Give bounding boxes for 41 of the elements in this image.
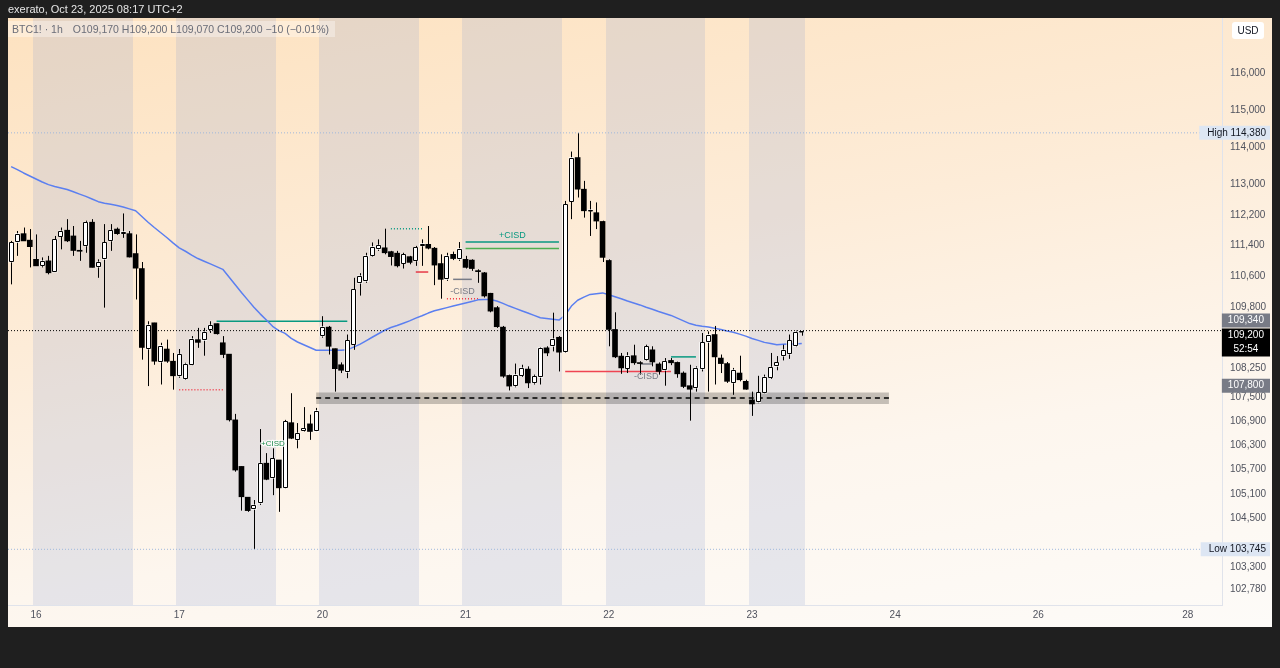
text: O109,170 H109,200 L109,070 C109,200 −10 (−0.01%) [72, 23, 330, 35]
text: 109,340 [1227, 314, 1265, 326]
text: 107,800 [1227, 379, 1265, 391]
x-tick-label: 23 [746, 608, 758, 620]
x-tick-label: 17 [173, 608, 186, 620]
candlestick [593, 201, 600, 230]
x-tick-label: 26 [1032, 608, 1045, 620]
y-tick-label: 104,500 [1230, 512, 1267, 524]
x-tick-label: 20 [316, 608, 329, 620]
y-tick-label: 102,780 [1230, 582, 1267, 594]
y-tick-label: 113,000 [1230, 178, 1266, 190]
y-tick-label: 107,500 [1230, 391, 1267, 403]
x-tick-label: 22 [603, 608, 615, 620]
y-tick-label: 108,250 [1230, 361, 1267, 373]
text: BTC1! · 1h [12, 23, 63, 35]
y-tick-label: 106,300 [1230, 439, 1267, 451]
y-tick-label: 110,600 [1230, 270, 1266, 282]
y-tick-label: 115,000 [1230, 103, 1266, 115]
x-tick-label: 16 [30, 608, 43, 620]
ref-line-label: High 114,380 [1207, 126, 1267, 138]
candlestick [101, 223, 108, 309]
y-tick-label: 109,800 [1230, 300, 1267, 312]
y-tick-label: 116,000 [1230, 66, 1266, 78]
y-tick-label: 105,700 [1230, 463, 1267, 475]
text: exerato, Oct 23, 2025 08:17 UTC+2 [8, 2, 183, 16]
series-label: -CISD [633, 370, 659, 381]
y-tick-label: 103,300 [1230, 561, 1267, 573]
y-tick-label: 111,400 [1230, 239, 1266, 251]
y-axis-title: USD [1232, 22, 1264, 39]
text: 52:54 [1233, 343, 1259, 355]
ref-line-label: Low 103,745 [1208, 543, 1267, 555]
x-tick-label: 21 [460, 608, 472, 620]
x-tick-label: 24 [889, 608, 902, 620]
y-tick-label: 106,900 [1230, 415, 1267, 427]
x-tick-label: 28 [1182, 608, 1194, 620]
series-label: +CISD [498, 230, 527, 241]
ref-line-label: 109,200 [1227, 329, 1265, 341]
y-tick-label: 105,100 [1230, 487, 1267, 499]
y-tick-label: 114,000 [1230, 140, 1266, 152]
series-label: -CISD [450, 286, 476, 297]
y-tick-label: 112,200 [1230, 208, 1266, 220]
